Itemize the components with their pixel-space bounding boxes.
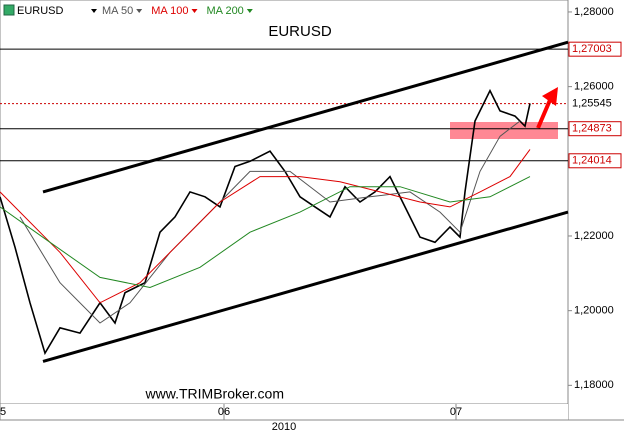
x-tick-label: 06 bbox=[218, 406, 230, 418]
y-tick-label: 1,18000 bbox=[574, 379, 614, 391]
level-label: 1,27003 bbox=[572, 43, 612, 55]
chart-title: EURUSD bbox=[268, 23, 332, 40]
level-label: 1,24014 bbox=[572, 155, 612, 167]
dropdown[interactable] bbox=[191, 9, 198, 13]
x-axis-panel bbox=[0, 404, 568, 434]
symbol[interactable]: EURUSD bbox=[17, 5, 64, 17]
series-line bbox=[0, 176, 531, 289]
series-line bbox=[0, 149, 531, 304]
arrow bbox=[536, 99, 552, 129]
symbol-icon bbox=[3, 4, 15, 16]
level-box bbox=[568, 41, 622, 57]
trend-line bbox=[42, 210, 569, 363]
year-label: 2010 bbox=[272, 421, 296, 433]
arrow-head bbox=[542, 87, 558, 106]
watermark: www.TRIMBroker.com bbox=[145, 386, 284, 402]
level-box bbox=[568, 153, 622, 169]
level-label: 1,24873 bbox=[572, 123, 612, 135]
plot-frame bbox=[0, 0, 569, 405]
y-axis-panel bbox=[568, 0, 624, 434]
level-label: 1,25545 bbox=[572, 98, 612, 110]
legend-entry[interactable]: MA 200 bbox=[207, 5, 244, 17]
y-tick-label: 1,26000 bbox=[574, 81, 614, 93]
trend-line bbox=[42, 40, 569, 194]
dropdown[interactable] bbox=[136, 9, 143, 13]
dropdown[interactable] bbox=[246, 9, 253, 13]
legend-entry[interactable]: MA 100 bbox=[151, 5, 188, 17]
level-box bbox=[568, 96, 622, 112]
y-tick-label: 1,28000 bbox=[574, 6, 614, 18]
highlight-zone bbox=[450, 122, 558, 139]
x-tick-label: 05 bbox=[0, 406, 6, 418]
y-tick-label: 1,20000 bbox=[574, 305, 614, 317]
legend-entry[interactable]: MA 50 bbox=[102, 5, 133, 17]
x-tick-label: 07 bbox=[450, 406, 462, 418]
series-line bbox=[19, 120, 521, 324]
header: EURUSD MA 50 MA 100 MA 200 bbox=[3, 4, 253, 17]
y-tick-label: 1,22000 bbox=[574, 230, 614, 242]
level-box bbox=[568, 121, 622, 137]
dropdown[interactable] bbox=[91, 9, 97, 13]
